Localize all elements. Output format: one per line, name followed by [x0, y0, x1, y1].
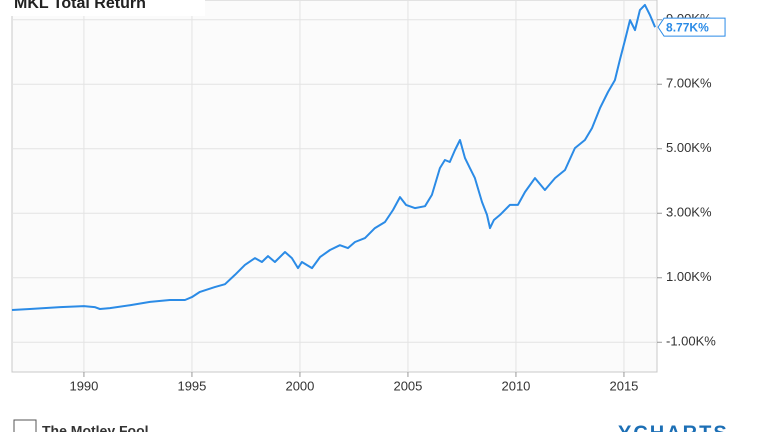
- y-tick-label: 5.00K%: [666, 140, 712, 155]
- value-label: 8.77K%: [666, 20, 709, 34]
- series: [11, 3, 657, 311]
- y-tick-label: 3.00K%: [666, 205, 712, 220]
- chart-title: MKL Total Return: [14, 0, 146, 12]
- grid: [12, 0, 657, 372]
- x-tick-label: 2005: [393, 378, 422, 393]
- y-tick-label: 7.00K%: [666, 76, 712, 91]
- footer-brand: YCHARTS: [618, 422, 729, 432]
- plot-area: [11, 0, 658, 373]
- value-label-box: [657, 17, 726, 37]
- y-tick-label: 1.00K%: [666, 269, 712, 284]
- y-tick-label: -1.00K%: [666, 334, 716, 349]
- x-tick-label: 2010: [501, 378, 530, 393]
- footer-source: The Motley Fool: [42, 423, 149, 432]
- x-tick-label: 1995: [177, 378, 206, 393]
- logo-icon: [13, 419, 37, 432]
- title-box: [0, 0, 205, 16]
- x-tick-label: 2000: [285, 378, 314, 393]
- x-tick-label: 2015: [609, 378, 638, 393]
- logo: The Motley Fool: [13, 419, 149, 432]
- x-tick-label: 1990: [69, 378, 98, 393]
- line: [11, 3, 657, 311]
